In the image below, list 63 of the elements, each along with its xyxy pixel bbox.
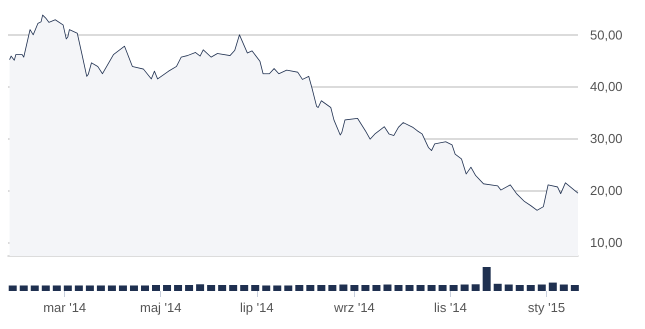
bar bbox=[526, 285, 535, 291]
bar bbox=[42, 285, 50, 291]
bar bbox=[406, 285, 414, 291]
bar bbox=[152, 285, 160, 291]
y-tick-label: 10,00 bbox=[590, 235, 623, 250]
bar bbox=[229, 285, 238, 291]
bar bbox=[251, 285, 260, 291]
x-tick-label: lip '14 bbox=[240, 300, 274, 315]
bar bbox=[516, 285, 524, 291]
x-tick-label: sty '15 bbox=[528, 300, 566, 315]
x-tick-label: maj '14 bbox=[140, 300, 182, 315]
bar bbox=[570, 285, 579, 291]
bar bbox=[428, 285, 436, 291]
x-tick-label: mar '14 bbox=[43, 300, 86, 315]
bar bbox=[438, 285, 447, 291]
bar bbox=[548, 282, 557, 291]
bar bbox=[196, 284, 204, 291]
bar bbox=[118, 285, 127, 291]
bar bbox=[460, 284, 469, 291]
bar bbox=[30, 285, 39, 291]
bar bbox=[96, 285, 105, 291]
bar bbox=[86, 285, 94, 291]
bar bbox=[317, 285, 326, 291]
x-tick-label: lis '14 bbox=[434, 300, 467, 315]
bar bbox=[207, 285, 216, 291]
bar bbox=[383, 284, 392, 291]
bar bbox=[163, 285, 172, 291]
bar bbox=[560, 284, 568, 291]
bar bbox=[350, 285, 358, 291]
bar bbox=[185, 285, 194, 291]
bar bbox=[218, 285, 226, 291]
bar bbox=[130, 285, 138, 291]
y-tick-label: 50,00 bbox=[590, 27, 623, 42]
y-tick-label: 30,00 bbox=[590, 131, 623, 146]
bar bbox=[174, 285, 182, 291]
bar bbox=[8, 285, 17, 291]
bar bbox=[328, 285, 336, 291]
bar bbox=[494, 284, 502, 291]
bar bbox=[416, 285, 425, 291]
bar bbox=[361, 285, 370, 291]
x-tick-label: wrz '14 bbox=[333, 300, 375, 315]
bar bbox=[108, 285, 116, 291]
bar bbox=[140, 285, 149, 291]
bar bbox=[306, 285, 314, 291]
bar bbox=[450, 285, 458, 291]
bar bbox=[20, 285, 28, 291]
bar bbox=[284, 285, 292, 291]
bar bbox=[74, 285, 83, 291]
y-tick-label: 40,00 bbox=[590, 79, 623, 94]
y-tick-label: 20,00 bbox=[590, 183, 623, 198]
bar bbox=[339, 284, 348, 291]
bar bbox=[504, 284, 513, 291]
bar bbox=[482, 267, 491, 291]
bar bbox=[394, 285, 402, 291]
bar bbox=[240, 285, 248, 291]
bar bbox=[262, 285, 270, 291]
bar bbox=[472, 284, 480, 291]
bar bbox=[295, 285, 304, 291]
bar bbox=[273, 285, 282, 291]
bar bbox=[372, 285, 380, 291]
bar bbox=[64, 285, 72, 291]
bar bbox=[52, 285, 61, 291]
bar bbox=[538, 284, 546, 291]
